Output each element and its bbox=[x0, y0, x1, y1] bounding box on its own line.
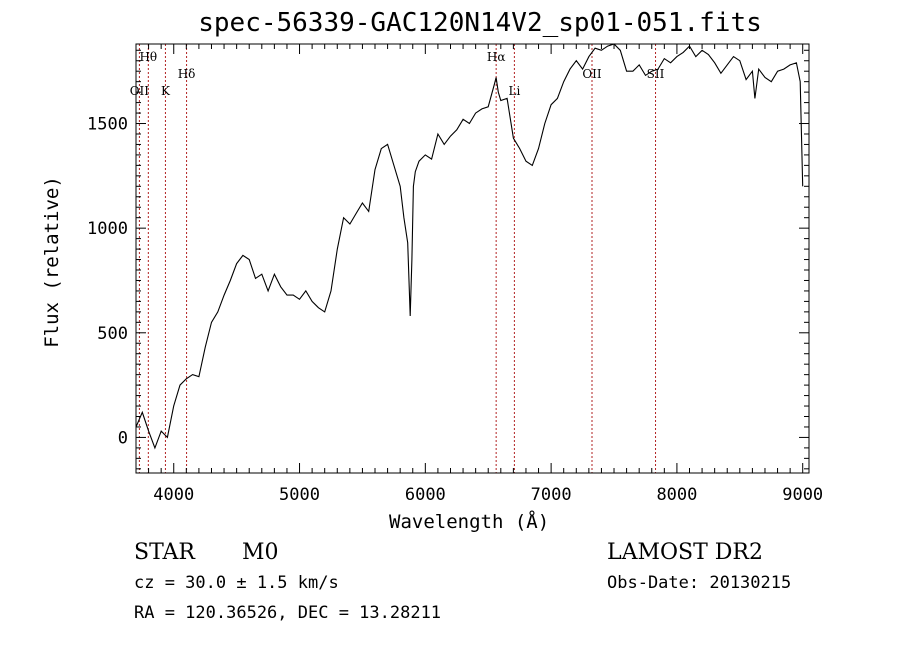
coordinates-text: RA = 120.36526, DEC = 13.28211 bbox=[134, 603, 442, 623]
x-tick-label: 8000 bbox=[656, 485, 697, 505]
x-tick-label: 9000 bbox=[782, 485, 823, 505]
spectrum-line bbox=[135, 43, 804, 450]
survey-name: LAMOST DR2 bbox=[607, 540, 763, 565]
line-marker-label-4: Hα bbox=[487, 50, 506, 64]
x-tick-label: 7000 bbox=[531, 485, 572, 505]
obs-date-text: Obs-Date: 20130215 bbox=[607, 573, 792, 593]
y-tick-label: 500 bbox=[97, 324, 128, 344]
chart-title: spec-56339-GAC120N14V2_sp01-051.fits bbox=[198, 8, 762, 38]
y-tick-label: 1000 bbox=[87, 219, 128, 239]
line-marker-label-3: Hδ bbox=[178, 67, 196, 81]
object-class: STAR bbox=[134, 540, 195, 565]
line-marker-label-1: OII bbox=[130, 84, 150, 98]
x-tick-label: 4000 bbox=[153, 485, 194, 505]
line-marker-label-7: SII bbox=[647, 67, 665, 81]
x-axis-label: Wavelength (Å) bbox=[389, 511, 550, 533]
y-tick-label: 0 bbox=[118, 428, 128, 448]
y-axis-label: Flux (relative) bbox=[41, 176, 63, 348]
x-tick-label: 6000 bbox=[405, 485, 446, 505]
line-marker-label-6: OII bbox=[582, 67, 602, 81]
plot-frame bbox=[135, 43, 810, 474]
x-tick-label: 5000 bbox=[279, 485, 320, 505]
line-marker-label-0: Hθ bbox=[139, 50, 157, 64]
redshift-text: cz = 30.0 ± 1.5 km/s bbox=[134, 573, 339, 593]
object-subclass: M0 bbox=[242, 540, 279, 565]
y-tick-label: 1500 bbox=[87, 115, 128, 135]
line-marker-label-5: Li bbox=[508, 84, 520, 98]
line-marker-label-2: K bbox=[161, 84, 171, 98]
